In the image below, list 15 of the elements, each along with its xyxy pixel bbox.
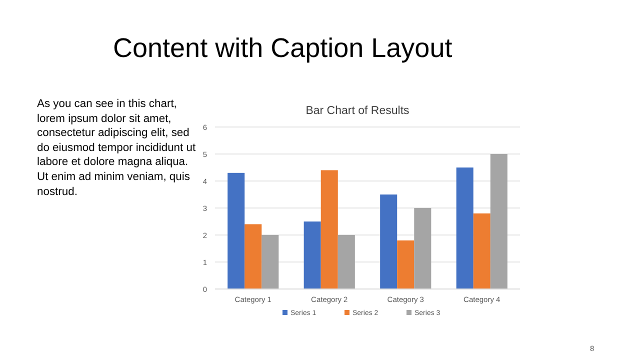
- bar: [228, 172, 245, 289]
- bar: [490, 154, 508, 289]
- bar: [456, 168, 474, 289]
- bar: [244, 224, 262, 289]
- bar: [397, 240, 414, 289]
- chart-title: Bar Chart of Results: [306, 105, 410, 117]
- bar: [380, 194, 398, 289]
- text: As you can see in this chart, lorem ipsum dolor sit amet, consectetur adipiscing elit, sed do eiusmod tempor incididunt ut labore et dolore magna aliqua. Ut enim ad minim veniam, quis nostrud.: [37, 97, 197, 200]
- bar: [473, 213, 490, 289]
- bar: [338, 235, 355, 289]
- bar: [262, 235, 279, 289]
- bar: [414, 208, 432, 289]
- bar: [320, 170, 338, 289]
- chart-subtitle: Content with Caption Layout: [113, 33, 453, 63]
- bar: [304, 222, 321, 289]
